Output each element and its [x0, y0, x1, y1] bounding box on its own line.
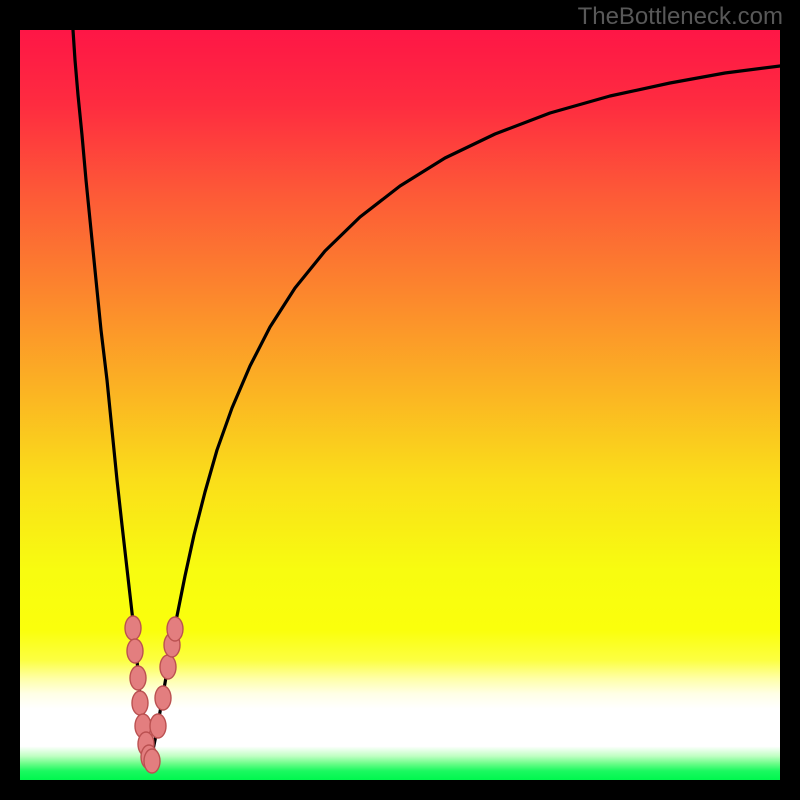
data-marker [144, 749, 160, 773]
watermark-text: TheBottleneck.com [578, 3, 783, 31]
curve-overlay [20, 30, 780, 780]
data-marker [125, 616, 141, 640]
bottleneck-curve-right [150, 66, 781, 763]
data-marker [155, 686, 171, 710]
plot-area [20, 30, 780, 780]
data-marker [160, 655, 176, 679]
data-marker [167, 617, 183, 641]
data-marker [132, 691, 148, 715]
data-marker [130, 666, 146, 690]
data-marker [127, 639, 143, 663]
data-marker [150, 714, 166, 738]
marker-group [125, 616, 183, 773]
